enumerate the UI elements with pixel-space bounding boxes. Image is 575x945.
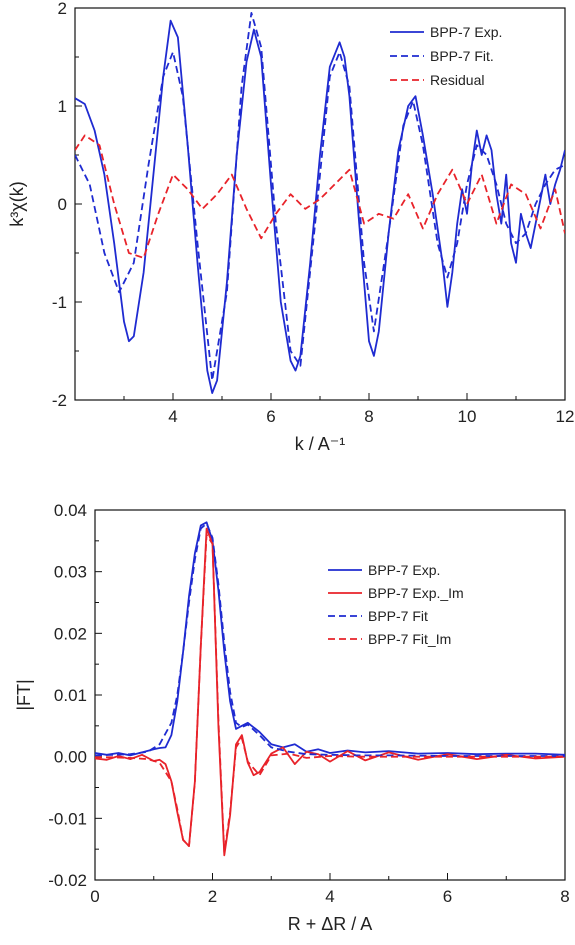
y-axis-label: k³χ(k) bbox=[7, 181, 27, 226]
series-line-1 bbox=[95, 527, 565, 857]
plot-frame bbox=[74, 7, 566, 401]
y-tick-label: 0 bbox=[58, 195, 67, 214]
series-line-0 bbox=[75, 19, 565, 394]
x-tick-label: 2 bbox=[208, 887, 217, 906]
x-tick-label: 0 bbox=[90, 887, 99, 906]
x-axis-label: R + ΔR / A bbox=[288, 914, 373, 934]
y-tick-label: 0.01 bbox=[54, 686, 87, 705]
chart-r-space: 0 2 4 6 8 -0.02 -0.01 0.00 0.01 0.02 0.03 0.04 R + Δ… bbox=[14, 501, 570, 934]
legend-label: BPP-7 Exp. bbox=[430, 24, 502, 40]
x-tick-label: 6 bbox=[443, 887, 452, 906]
x-tick-label: 6 bbox=[266, 407, 275, 426]
x-tick-label: 10 bbox=[458, 407, 477, 426]
x-tick-label: 8 bbox=[364, 407, 373, 426]
y-tick-label: 0.04 bbox=[54, 501, 87, 520]
y-tick-label: 0.02 bbox=[54, 624, 87, 643]
series-line-3 bbox=[95, 533, 565, 854]
plot-frame bbox=[94, 509, 566, 881]
series-line-1 bbox=[75, 12, 565, 382]
x-tick-label: 12 bbox=[556, 407, 575, 426]
x-tick-label: 4 bbox=[325, 887, 334, 906]
y-tick-label: 2 bbox=[58, 0, 67, 18]
x-tick-label: 8 bbox=[560, 887, 569, 906]
x-tick-label: 4 bbox=[168, 407, 177, 426]
series-line-2 bbox=[95, 522, 565, 757]
legend-label: BPP-7 Fit bbox=[368, 608, 428, 624]
legend-label: BPP-7 Exp. bbox=[368, 562, 440, 578]
y-tick-label: 1 bbox=[58, 97, 67, 116]
y-tick-label: -0.02 bbox=[48, 871, 87, 890]
legend-label: BPP-7 Exp._Im bbox=[368, 585, 464, 601]
y-tick-label: 0.03 bbox=[54, 563, 87, 582]
series-line-0 bbox=[95, 521, 565, 757]
y-axis-label: |FT| bbox=[14, 679, 34, 710]
series-line-2 bbox=[75, 134, 565, 259]
y-tick-label: -2 bbox=[52, 391, 67, 410]
legend-label: BPP-7 Fit. bbox=[430, 48, 494, 64]
y-tick-label: -1 bbox=[52, 293, 67, 312]
legend-label: BPP-7 Fit_Im bbox=[368, 631, 451, 647]
y-tick-label: -0.01 bbox=[48, 809, 87, 828]
x-axis-label: k / A⁻¹ bbox=[295, 434, 346, 454]
y-tick-label: 0.00 bbox=[54, 748, 87, 767]
legend-label: Residual bbox=[430, 72, 484, 88]
